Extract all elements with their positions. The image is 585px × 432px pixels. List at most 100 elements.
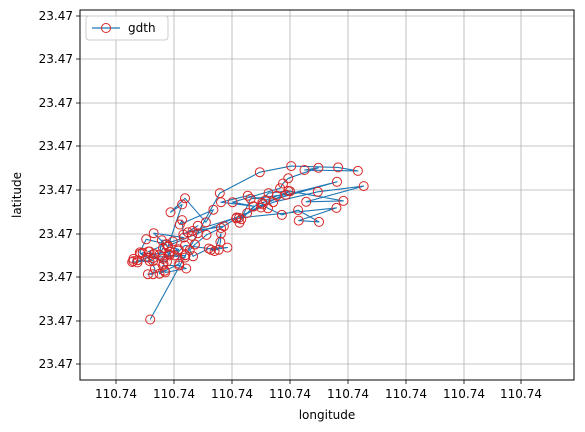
data-point [158,258,169,269]
data-point [358,181,369,192]
x-axis-label: longitude [299,408,356,422]
data-point [301,196,312,207]
y-tick-label: 23.47 [39,227,73,241]
data-point [144,256,155,267]
data-point [148,269,159,280]
y-tick-label: 23.47 [39,183,73,197]
data-point [203,243,214,254]
data-point [213,244,224,255]
data-point [338,195,349,206]
data-point [173,244,184,255]
data-point [268,197,279,208]
data-point [283,173,294,184]
data-point [242,208,253,219]
x-tick-label: 110.74 [153,387,195,401]
data-point [165,207,176,218]
y-tick-label: 23.47 [39,314,73,328]
data-point [128,256,139,267]
data-point [242,190,253,201]
data-point [245,193,256,204]
data-point [299,165,310,175]
y-axis-ticks: 23.47 23.47 23.47 23.47 23.47 23.47 23.47 23.47… [39,9,80,371]
data-point [187,226,198,236]
x-axis-ticks: 110.74 110.74 110.74 110.74 110.74 110.74 110.… [95,380,542,401]
data-point [293,215,304,226]
data-point [188,251,199,262]
x-tick-label: 110.74 [385,387,427,401]
data-point [263,203,273,214]
y-axis-label: latitude [10,172,24,218]
data-point [128,253,139,264]
data-point [154,268,165,279]
data-point [178,232,189,243]
data-point [333,162,344,173]
data-point [148,256,159,267]
data-point [218,221,229,232]
data-point [209,246,220,257]
data-point [189,239,200,250]
y-tick-label: 23.47 [39,139,73,153]
data-point [276,209,287,220]
data-point [293,205,304,216]
x-tick-label: 110.74 [95,387,137,401]
data-point [231,213,242,224]
legend-box [85,15,169,41]
x-tick-label: 110.74 [443,387,485,401]
series-gdth [127,161,369,325]
data-point [278,178,288,189]
legend: gdth [85,15,169,41]
data-point [216,223,226,233]
data-point [286,161,297,172]
x-tick-label: 110.74 [500,387,542,401]
data-point [314,216,324,227]
data-point [158,253,168,264]
data-point [227,197,238,208]
data-point [200,217,211,228]
data-point [141,234,152,245]
data-point [167,236,178,247]
data-point [208,204,219,215]
data-point [313,162,324,173]
data-point [180,250,190,261]
data-point [312,186,323,197]
data-point [174,258,185,269]
data-point [256,202,266,213]
y-tick-label: 23.47 [39,357,73,371]
data-point [332,176,342,187]
data-point [148,228,159,239]
y-tick-label: 23.47 [39,270,73,284]
y-tick-label: 23.47 [39,9,73,23]
data-point [132,255,143,266]
data-point [145,314,156,325]
data-point [271,190,282,201]
plot-area [80,10,574,380]
x-tick-label: 110.74 [327,387,369,401]
legend-marker [101,23,111,33]
data-point [142,269,153,280]
x-tick-label: 110.74 [269,387,311,401]
data-point [137,247,148,258]
data-point [216,228,226,239]
x-tick-label: 110.74 [211,387,253,401]
data-point [352,165,363,176]
data-point [257,197,268,208]
data-point [181,263,192,274]
legend-label: gdth [128,21,156,35]
data-point [148,253,159,264]
data-point [201,229,212,240]
data-point [192,220,203,231]
data-point [331,202,342,213]
data-point [187,230,197,241]
data-point [158,243,168,253]
grid [80,10,574,380]
data-point [215,236,226,247]
data-point [161,239,172,250]
data-point [254,167,265,178]
y-tick-label: 23.47 [39,96,73,110]
plot-frame [79,9,575,381]
data-point [180,193,190,204]
y-tick-label: 23.47 [39,52,73,66]
data-point [174,219,185,230]
data-point [177,199,188,210]
